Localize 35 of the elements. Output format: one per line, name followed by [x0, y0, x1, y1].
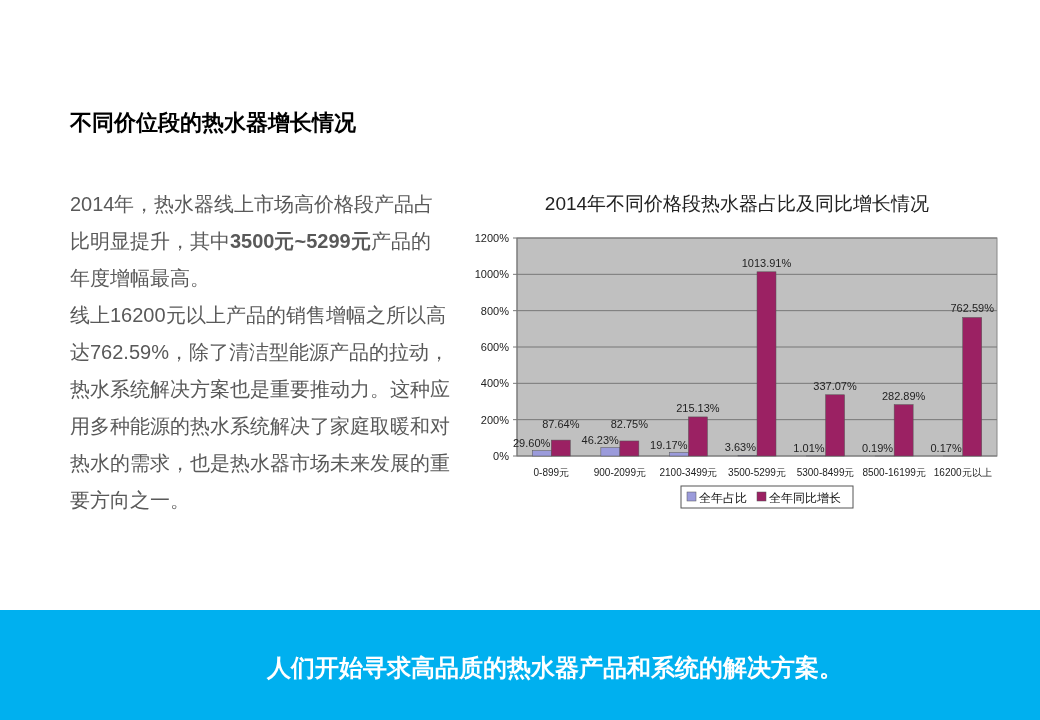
y-tick-label: 800% [480, 304, 510, 317]
data-label: 1013.91% [741, 256, 792, 269]
x-tick-label: 900-2099元 [593, 467, 646, 478]
y-tick-label: 600% [480, 341, 510, 353]
y-tick-label: 200% [480, 413, 510, 426]
legend-label: 全年同比增长 [769, 491, 841, 505]
data-label: 82.75% [610, 418, 649, 430]
data-label: 19.17% [650, 438, 688, 451]
data-label: 87.64% [542, 418, 580, 430]
text: 不同价位段的热水器增长情况 [70, 109, 356, 137]
text: 线上16200元以上产品的销售增幅之所以高达762.59%，除了清洁型能源产品的拉动，热水系统解决方案也是重要推动力。这种应用多种能源的热水系统解决了家庭取暖和对热水的需求，也是热水器市场未来发展的重要方向之一。 [70, 303, 450, 513]
x-tick-label: 16200元以上 [933, 467, 992, 478]
x-tick-label: 2100-3499元 [659, 467, 718, 478]
data-label: 762.59% [950, 302, 995, 315]
y-tick-label: 1000% [474, 268, 510, 281]
x-tick-label: 8500-16199元 [862, 467, 926, 478]
x-tick-label: 5300-8499元 [796, 467, 855, 478]
data-label: 215.13% [676, 401, 720, 414]
data-label: 0.19% [861, 441, 894, 454]
data-label: 3.63% [724, 441, 757, 454]
legend-label: 全年占比 [699, 491, 747, 505]
chart-title: 2014年不同价格段热水器占比及同比增长情况 [544, 193, 930, 214]
data-label: 1.01% [793, 441, 825, 454]
data-label: 282.89% [881, 389, 926, 402]
text: 2014年，热水器线上市场高价格段产品占比明显提升，其中3500元~5299元产品的年度增幅最高。 [70, 193, 435, 289]
data-label: 29.60% [512, 436, 551, 449]
x-tick-label: 3500-5299元 [728, 467, 786, 478]
y-tick-label: 400% [480, 377, 510, 390]
y-tick-label: 0% [493, 450, 510, 462]
text: 人们开始寻求高品质的热水器产品和系统的解决方案。 [266, 653, 844, 683]
data-label: 0.17% [930, 441, 962, 454]
data-label: 337.07% [813, 379, 857, 392]
x-tick-label: 0-899元 [533, 467, 570, 478]
data-label: 46.23% [581, 433, 620, 446]
y-tick-label: 1200% [474, 232, 510, 244]
